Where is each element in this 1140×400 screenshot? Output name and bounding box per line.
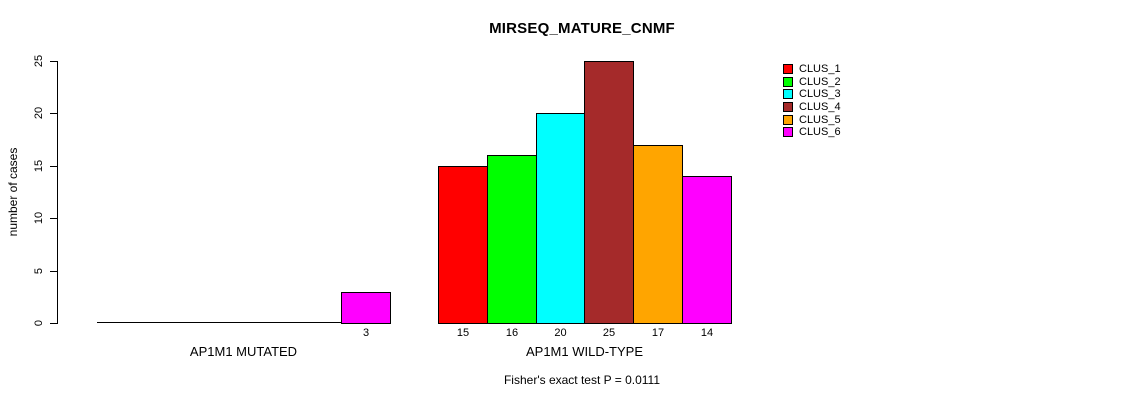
- legend-label: CLUS_2: [799, 76, 841, 88]
- bar-value-label: 20: [554, 327, 567, 339]
- y-tick-label: 20: [33, 106, 45, 120]
- legend-label: CLUS_3: [799, 88, 841, 100]
- bar-value-label: 14: [700, 327, 714, 339]
- y-tick-label: 0: [33, 319, 45, 327]
- bar-clus_3: [536, 113, 585, 324]
- y-tick-label: 25: [33, 54, 45, 68]
- bar-value-label: 17: [651, 327, 665, 339]
- zero-height-bar-baseline: [195, 322, 244, 323]
- bar-clus_1: [438, 166, 488, 324]
- bar-clus_4: [584, 61, 634, 324]
- legend-swatch: [783, 102, 793, 112]
- bar-value-label: 15: [456, 327, 470, 339]
- bar-clus_2: [487, 155, 537, 324]
- zero-height-bar-baseline: [146, 322, 196, 323]
- y-axis-title: number of cases: [6, 147, 20, 237]
- y-axis-line: [57, 61, 58, 324]
- legend-swatch: [783, 89, 793, 99]
- y-tick: [50, 166, 57, 167]
- bar-clus_6: [341, 292, 391, 324]
- legend-label: CLUS_4: [799, 101, 841, 113]
- y-tick-label: 5: [33, 267, 45, 275]
- y-tick: [50, 271, 57, 272]
- legend-swatch: [783, 64, 793, 74]
- zero-height-bar-baseline: [292, 322, 342, 323]
- bar-value-label: 3: [362, 327, 370, 339]
- legend-label: CLUS_6: [799, 126, 841, 138]
- legend-swatch: [783, 77, 793, 87]
- bar-value-label: 16: [505, 327, 519, 339]
- y-tick: [50, 61, 57, 62]
- y-tick: [50, 323, 57, 324]
- bar-clus_5: [633, 145, 683, 324]
- legend-swatch: [783, 115, 793, 125]
- y-tick: [50, 218, 57, 219]
- bar-value-label: 25: [602, 327, 616, 339]
- y-tick: [50, 113, 57, 114]
- legend-label: CLUS_5: [799, 114, 841, 126]
- fisher-test-footnote: Fisher's exact test P = 0.0111: [503, 373, 661, 387]
- zero-height-bar-baseline: [97, 322, 147, 323]
- chart-title: MIRSEQ_MATURE_CNMF: [489, 20, 675, 37]
- x-group-label: AP1M1 MUTATED: [189, 344, 298, 359]
- bar-clus_6: [682, 176, 732, 324]
- zero-height-bar-baseline: [243, 322, 293, 323]
- y-tick-label: 10: [33, 211, 45, 225]
- legend-label: CLUS_1: [799, 63, 841, 75]
- legend-swatch: [783, 127, 793, 137]
- y-tick-label: 15: [33, 159, 45, 173]
- x-group-label: AP1M1 WILD-TYPE: [525, 344, 644, 359]
